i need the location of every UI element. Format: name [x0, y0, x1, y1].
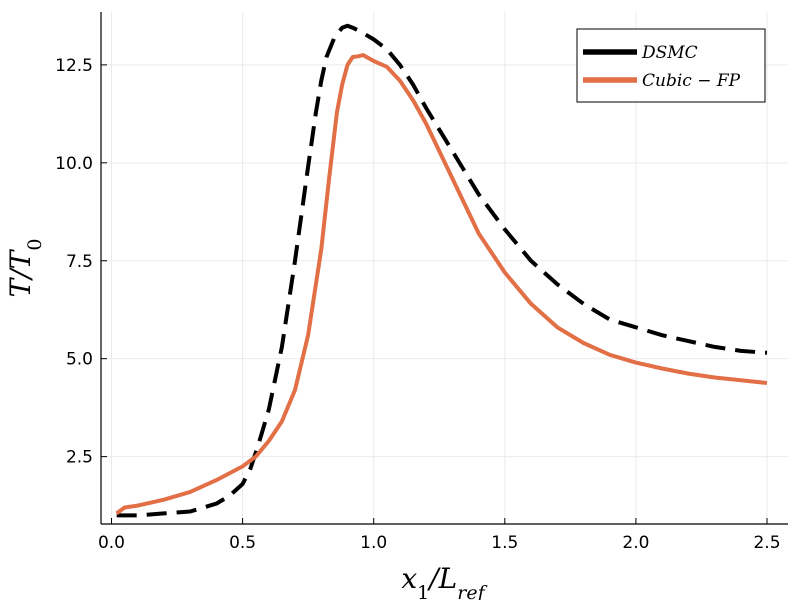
legend-label-dsmc: DSMC: [641, 43, 698, 63]
x-tick-label: 1.0: [360, 533, 387, 553]
y-tick-label: 10.0: [55, 154, 93, 174]
y-tick-label: 2.5: [66, 448, 93, 468]
x-tick-label: 2.0: [622, 533, 649, 553]
legend: DSMC Cubic − FP: [576, 28, 766, 103]
x-tick-label: 0.5: [229, 533, 256, 553]
y-tick-label: 12.5: [55, 56, 93, 76]
x-axis-title: x1/Lref: [401, 562, 487, 600]
x-tick-label: 2.5: [753, 533, 780, 553]
y-tick-label: 5.0: [66, 350, 93, 370]
y-ticks: 2.5 5.0 7.5 10.0 12.5: [55, 56, 107, 468]
x-tick-label: 1.5: [491, 533, 518, 553]
series-lines: [115, 23, 768, 518]
x-ticks: 0.0 0.5 1.0 1.5 2.0 2.5: [98, 518, 781, 553]
x-tick-label: 0.0: [98, 533, 125, 553]
axes: [100, 12, 788, 525]
series-line-cubic-fp: [115, 53, 768, 516]
legend-label-cubic-fp: Cubic − FP: [642, 71, 741, 91]
y-axis-title: T/T0: [4, 239, 46, 298]
legend-box: [576, 28, 766, 103]
series-line-dsmc: [116, 23, 768, 518]
grid-lines: [101, 12, 788, 524]
y-tick-label: 7.5: [66, 252, 93, 272]
